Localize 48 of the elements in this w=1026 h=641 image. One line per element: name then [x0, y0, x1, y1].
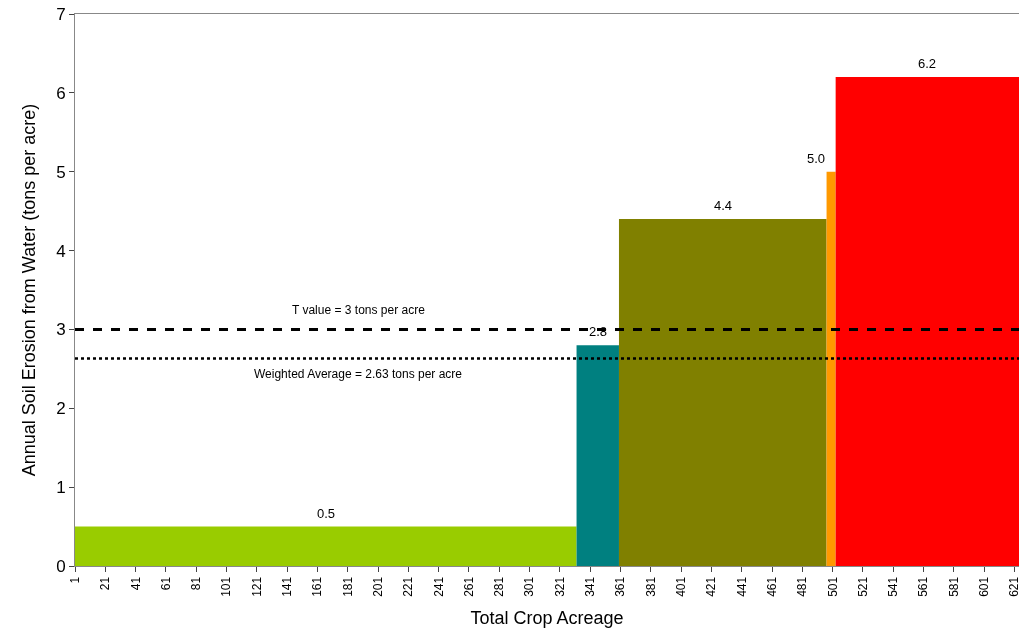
y-tick-label: 3	[56, 320, 66, 340]
x-tick-label: 541	[886, 576, 901, 597]
y-tick-label: 6	[56, 83, 66, 103]
x-tick-label: 241	[431, 576, 446, 597]
x-tick-label: 141	[280, 576, 295, 597]
x-tick-label: 1	[67, 576, 82, 584]
x-tick-label: 301	[522, 576, 537, 597]
y-tick-label: 2	[56, 399, 66, 419]
y-axis-title: Annual Soil Erosion from Water (tons per acre)	[19, 103, 40, 477]
x-axis-title: Total Crop Acreage	[470, 607, 624, 628]
x-tick-label: 321	[552, 576, 567, 597]
y-tick-label: 5	[56, 162, 66, 182]
x-tick-label: 61	[158, 576, 173, 591]
x-tick-label: 601	[977, 576, 992, 597]
x-tick-label: 341	[583, 576, 598, 597]
x-tick-label: 581	[946, 576, 961, 597]
x-tick-label: 501	[825, 576, 840, 597]
x-tick-label: 381	[643, 576, 658, 597]
x-tick-label: 521	[855, 576, 870, 597]
x-tick-label: 461	[764, 576, 779, 597]
x-tick-label: 281	[492, 576, 507, 597]
text: 6.2	[918, 56, 937, 71]
y-tick-label: 1	[56, 478, 66, 498]
ref-line-label: T value = 3 tons per acre	[292, 303, 426, 317]
text: 0.5	[317, 506, 336, 521]
text: 5.0	[807, 151, 826, 166]
x-tick-label: 161	[310, 576, 325, 597]
x-tick-label: 441	[734, 576, 749, 597]
y-tick-label: 4	[56, 241, 66, 261]
x-tick-label: 41	[128, 576, 143, 591]
text: 4.4	[714, 198, 733, 213]
x-tick-label: 181	[340, 576, 355, 597]
x-tick-label: 561	[916, 576, 931, 597]
x-tick-label: 221	[401, 576, 416, 597]
ref-line-label: Weighted Average = 2.63 tons per acre	[254, 367, 463, 381]
x-tick-label: 621	[1007, 576, 1022, 597]
x-tick-label: 421	[704, 576, 719, 597]
x-tick-label: 101	[219, 576, 234, 597]
x-tick-label: 81	[189, 576, 204, 591]
x-tick-label: 261	[461, 576, 476, 597]
x-tick-label: 121	[249, 576, 264, 597]
x-tick-label: 201	[370, 576, 385, 597]
x-tick-label: 481	[795, 576, 810, 597]
y-tick-label: 7	[56, 4, 66, 24]
x-tick-label: 21	[98, 576, 113, 591]
x-tick-label: 361	[613, 576, 628, 597]
y-tick-label: 0	[56, 556, 66, 576]
x-tick-label: 401	[674, 576, 688, 597]
